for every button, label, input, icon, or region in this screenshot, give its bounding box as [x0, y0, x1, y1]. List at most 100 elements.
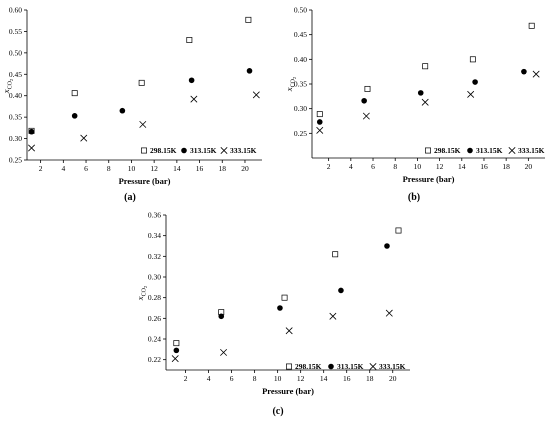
y-tick-label: 0.32: [148, 252, 161, 261]
data-point-square: [173, 340, 180, 347]
data-point-square: [528, 22, 535, 29]
x-tick-label: 4: [207, 374, 211, 383]
series-x: [171, 309, 393, 363]
y-axis-label-sub2: 2: [292, 77, 297, 79]
data-point-circle: [218, 313, 225, 320]
data-point-cross: [385, 309, 393, 317]
data-point-square: [422, 63, 429, 70]
y-tick-label: 0.40: [294, 55, 307, 64]
data-point-square: [186, 37, 193, 43]
y-tick-label: 0.30: [294, 104, 307, 113]
y-tick-label: 0.26: [148, 314, 161, 323]
x-tick-label: 2: [327, 162, 331, 171]
data-point-circle: [119, 107, 126, 114]
legend-label: 298.15K: [295, 362, 322, 371]
x-tick-label: 10: [414, 162, 422, 171]
data-point-square: [138, 79, 145, 86]
series-x: [28, 91, 260, 152]
panel-label: (a): [124, 192, 136, 203]
data-point-square: [141, 147, 147, 154]
y-axis-label-main: x: [1, 89, 11, 94]
data-point-square: [364, 85, 371, 92]
data-point-cross: [421, 98, 429, 106]
x-tick-label: 12: [297, 374, 305, 383]
y-tick-label: 0.28: [148, 293, 161, 302]
x-tick-label: 16: [480, 162, 488, 171]
data-point-circle: [521, 68, 527, 75]
data-point-cross: [369, 363, 377, 370]
y-tick-label: 0.60: [9, 6, 22, 15]
y-axis-label-sub: CO: [142, 287, 148, 296]
data-point-cross: [171, 355, 179, 363]
data-point-cross: [508, 147, 516, 154]
y-axis-label-main: x: [284, 87, 294, 92]
data-point-circle: [328, 363, 334, 370]
data-point-circle: [188, 77, 195, 84]
x-tick-label: 6: [371, 162, 375, 171]
y-axis-label: xCO2: [1, 79, 14, 94]
panel-label: (b): [408, 192, 420, 203]
y-tick-label: 0.34: [148, 231, 161, 240]
data-point-circle: [71, 113, 78, 119]
data-point-cross: [80, 134, 88, 142]
x-tick-label: 20: [389, 374, 397, 383]
x-tick-label: 12: [436, 162, 444, 171]
y-axis-label-sub: CO: [291, 78, 297, 87]
x-tick-label: 18: [502, 162, 510, 171]
y-tick-label: 0.40: [9, 91, 22, 100]
series-square: [28, 16, 252, 134]
data-point-circle: [361, 97, 367, 104]
chart-panel-2: 2 4 6 8 10 12 14 16 18 20 0.25 0.30 0.35 0.40 0.45 0.50…: [284, 6, 545, 203]
legend: 298.15K 313.15K 333.15K: [141, 146, 257, 155]
y-tick-label: 0.35: [9, 113, 22, 122]
x-tick-label: 16: [343, 374, 351, 383]
x-tick-label: 6: [84, 164, 88, 173]
data-point-cross: [190, 95, 198, 103]
x-tick-label: 10: [128, 164, 136, 173]
y-axis-label: xCO2: [284, 77, 297, 92]
x-tick-label: 10: [274, 374, 282, 383]
chart-panel-1: 2 4 6 8 10 12 14 16 18 20 0.25 0.30 0.35 0.40 0.45 0.50…: [1, 6, 262, 203]
y-tick-label: 0.30: [9, 134, 22, 143]
legend-label: 313.15K: [190, 146, 217, 155]
legend-label: 298.15K: [434, 146, 461, 155]
data-point-cross: [139, 120, 147, 128]
data-point-square: [469, 56, 476, 63]
data-point-square: [286, 363, 292, 370]
data-point-square: [245, 16, 252, 23]
data-point-cross: [329, 312, 337, 320]
legend-label: 333.15K: [230, 146, 257, 155]
y-axis-label-sub: CO: [8, 80, 14, 89]
x-tick-label: 2: [184, 374, 188, 383]
data-point-cross: [362, 112, 370, 120]
series-circle: [173, 243, 390, 354]
legend-label: 333.15K: [379, 362, 406, 371]
x-tick-label: 8: [253, 374, 257, 383]
data-point-cross: [28, 144, 36, 152]
y-tick-label: 0.45: [9, 70, 22, 79]
data-point-circle: [417, 90, 424, 96]
data-point-square: [395, 227, 402, 234]
data-point-circle: [173, 347, 180, 354]
y-tick-label: 0.25: [9, 156, 22, 165]
data-point-square: [281, 294, 288, 301]
legend-label: 333.15K: [518, 146, 545, 155]
legend-label: 298.15K: [150, 146, 177, 155]
legend-label: 313.15K: [337, 362, 364, 371]
data-point-square: [332, 251, 339, 258]
y-tick-label: 0.30: [148, 273, 161, 282]
y-axis-label-main: x: [135, 296, 145, 301]
x-axis-label: Pressure (bar): [262, 386, 314, 396]
x-tick-label: 12: [150, 164, 158, 173]
legend-label: 313.15K: [476, 146, 503, 155]
x-tick-label: 6: [230, 374, 234, 383]
series-square: [316, 22, 535, 118]
data-point-square: [316, 111, 323, 118]
series-x: [316, 70, 540, 134]
x-tick-label: 14: [458, 162, 466, 171]
y-tick-label: 0.35: [294, 80, 307, 89]
data-point-cross: [285, 327, 293, 335]
x-tick-label: 8: [393, 162, 397, 171]
legend: 298.15K 313.15K 333.15K: [286, 362, 406, 371]
legend: 298.15K 313.15K 333.15K: [425, 146, 545, 155]
